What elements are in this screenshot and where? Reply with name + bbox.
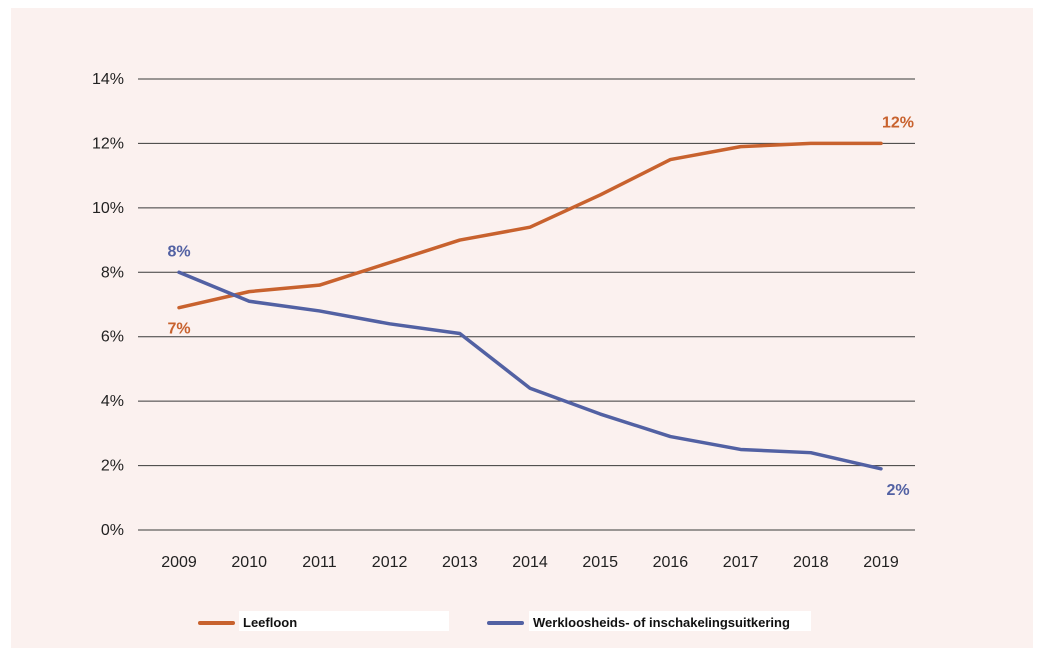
x-tick-label: 2019 bbox=[863, 554, 899, 571]
x-tick-label: 2012 bbox=[372, 554, 408, 571]
data-label: 12% bbox=[882, 114, 914, 131]
x-tick-label: 2018 bbox=[793, 554, 829, 571]
legend-label: Leefloon bbox=[243, 615, 297, 630]
x-tick-label: 2015 bbox=[582, 554, 618, 571]
y-tick-label: 8% bbox=[101, 264, 124, 281]
legend-label-box bbox=[529, 611, 811, 631]
y-tick-label: 14% bbox=[92, 71, 124, 88]
data-label: 8% bbox=[167, 243, 190, 260]
chart-panel bbox=[11, 8, 1033, 648]
y-tick-label: 12% bbox=[92, 135, 124, 152]
series-line-1 bbox=[177, 141, 883, 310]
legend-label: Werkloosheids- of inschakelingsuitkering bbox=[533, 615, 790, 630]
x-tick-label: 2016 bbox=[653, 554, 689, 571]
y-tick-label: 6% bbox=[101, 329, 124, 346]
y-tick-label: 0% bbox=[101, 522, 124, 539]
y-tick-label: 2% bbox=[101, 458, 124, 475]
y-tick-label: 10% bbox=[92, 200, 124, 217]
series-line-2 bbox=[177, 270, 883, 471]
data-label: 2% bbox=[886, 482, 909, 499]
y-tick-label: 4% bbox=[101, 393, 124, 410]
x-tick-label: 2014 bbox=[512, 554, 548, 571]
x-tick-label: 2017 bbox=[723, 554, 759, 571]
x-tick-label: 2009 bbox=[161, 554, 197, 571]
x-tick-label: 2011 bbox=[302, 554, 337, 571]
legend-label-box bbox=[239, 611, 449, 631]
x-tick-label: 2010 bbox=[231, 554, 267, 571]
data-label: 7% bbox=[167, 321, 190, 338]
x-tick-label: 2013 bbox=[442, 554, 478, 571]
